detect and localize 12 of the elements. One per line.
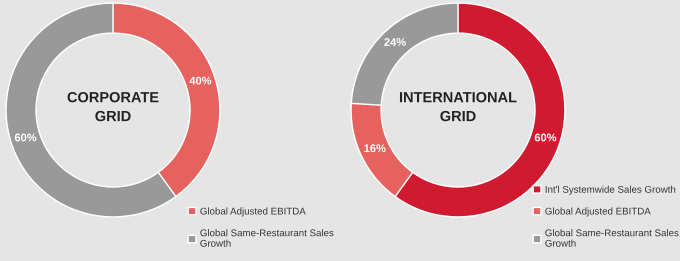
legend-label: Int'l Systemwide Sales Growth (546, 186, 676, 195)
text: CORPORATE GRID (68, 92, 158, 122)
data-label: 60% (534, 134, 556, 142)
data-label: 24% (384, 38, 406, 46)
legend-label: Global Adjusted EBITDA (200, 207, 306, 216)
data-label: 40% (190, 76, 212, 85)
legend-label: Global Same-Restaurant Sales Growth (545, 229, 678, 247)
legend-label: Global Adjusted EBITDA (545, 207, 651, 216)
text: INTERNATIONAL GRID (400, 92, 517, 122)
data-label: 60% (14, 134, 36, 142)
data-label: 16% (364, 144, 386, 152)
legend-label: Global Same-Restaurant Sales Growth (200, 229, 334, 247)
